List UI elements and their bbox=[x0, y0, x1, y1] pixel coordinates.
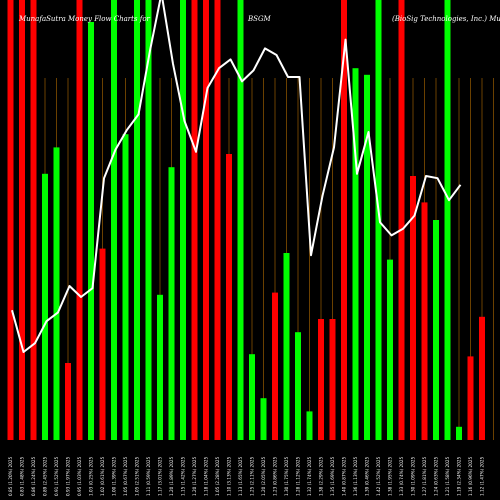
x-tick-label: 1.03 (0.25%) 2025 bbox=[89, 456, 94, 496]
bar-18 bbox=[203, 0, 209, 440]
bar-5 bbox=[53, 147, 60, 440]
x-tick-label: 1.05 (0.67%) 2025 bbox=[123, 456, 128, 496]
bar-16 bbox=[180, 0, 186, 440]
x-tick-label: 1.12 (1.47%) 2025 bbox=[480, 456, 485, 496]
x-tick-label: 1.35 (1.69%) 2025 bbox=[330, 456, 335, 496]
bar-2 bbox=[19, 0, 25, 440]
bar-27 bbox=[306, 411, 313, 440]
bar-6 bbox=[65, 363, 71, 440]
x-tick-label: 1.27 (1.81%) 2025 bbox=[422, 456, 427, 496]
x-tick-label: 1.24 (0.63%) 2025 bbox=[434, 456, 439, 496]
bar-36 bbox=[410, 176, 416, 440]
bar-23 bbox=[260, 398, 267, 440]
x-tick-label: 1.00 (1.39%) 2025 bbox=[112, 456, 117, 496]
bar-25 bbox=[283, 253, 290, 440]
bar-14 bbox=[157, 294, 163, 440]
bar-15 bbox=[168, 167, 175, 440]
x-tick-label: 1.20 (2.05%) 2025 bbox=[261, 456, 266, 496]
bar-40 bbox=[456, 426, 462, 440]
bar-13 bbox=[145, 0, 152, 440]
x-tick-label: 1.33 (0.74%) 2025 bbox=[399, 456, 404, 496]
x-tick-label: 1.13 (1.65%) 2025 bbox=[238, 456, 243, 496]
bar-17 bbox=[191, 0, 198, 440]
x-tick-label: 1.20 (1.89%) 2025 bbox=[169, 456, 174, 496]
bar-1 bbox=[7, 0, 14, 440]
bar-30 bbox=[341, 0, 347, 440]
bar-8 bbox=[88, 22, 94, 440]
x-tick-label: 1.28 (1.12%) 2025 bbox=[296, 456, 301, 496]
x-tick-label: 1.42 (1.52%) 2025 bbox=[376, 456, 381, 496]
x-tick-label: 1.17 (3.01%) 2025 bbox=[158, 456, 163, 496]
bar-24 bbox=[272, 292, 278, 440]
bar-11 bbox=[122, 134, 129, 440]
x-tick-label: 1.38 (1.95%) 2025 bbox=[388, 456, 393, 496]
money-flow-line bbox=[11, 0, 462, 353]
bar-3 bbox=[30, 0, 37, 440]
chart-title-left: MunafaSutra Money Flow Charts for bbox=[18, 15, 151, 23]
bar-34 bbox=[387, 259, 393, 440]
x-tick-label: 0.93 (1.97%) 2025 bbox=[66, 456, 71, 496]
bar-39 bbox=[444, 0, 451, 440]
flow-line bbox=[11, 0, 462, 353]
x-tick-label: 1.15 (1.42%) 2025 bbox=[181, 456, 186, 496]
x-tick-label: 0.86 (1.24%) 2025 bbox=[31, 456, 36, 496]
bar-32 bbox=[364, 74, 370, 441]
bar-4 bbox=[42, 173, 48, 441]
bar-22 bbox=[249, 354, 255, 440]
bar-12 bbox=[134, 0, 140, 440]
x-tick-label: 1.25 (2.11%) 2025 bbox=[250, 456, 255, 496]
bar-41 bbox=[467, 356, 474, 440]
x-tick-label: 1.11 (0.59%) 2025 bbox=[146, 456, 151, 496]
x-tick-label: 1.16 (0.96%) 2025 bbox=[468, 456, 473, 496]
x-tick-label: 1.23 (0.86%) 2025 bbox=[273, 456, 278, 496]
chart-title-right: (BioSig Technologies, Inc.) Mu bbox=[392, 15, 500, 23]
bar-33 bbox=[375, 0, 382, 440]
x-tick-label: 1.02 (0.61%) 2025 bbox=[100, 456, 105, 496]
x-tick-label: 1.18 (1.04%) 2025 bbox=[204, 456, 209, 496]
bar-29 bbox=[329, 319, 336, 440]
x-tick-label: 0.91 (1.52%) 2025 bbox=[54, 456, 59, 496]
bar-42 bbox=[479, 316, 485, 440]
x-tick-label: 1.21 (1.58%) 2025 bbox=[445, 456, 450, 496]
bar-10 bbox=[111, 0, 117, 440]
x-tick-label: 1.20 (1.27%) 2025 bbox=[192, 456, 197, 496]
x-tick-label: 0.85 (1.20%) 2025 bbox=[8, 456, 13, 496]
bar-19 bbox=[214, 0, 221, 440]
x-tick-label: 0.83 (1.48%) 2025 bbox=[20, 456, 25, 496]
x-tick-label: 1.10 (3.13%) 2025 bbox=[227, 456, 232, 496]
x-tick-label: 1.40 (0.87%) 2025 bbox=[342, 456, 347, 496]
bar-21 bbox=[237, 0, 244, 440]
x-tick-label: 1.30 (1.09%) 2025 bbox=[411, 456, 416, 496]
bar-37 bbox=[421, 202, 428, 440]
x-tick-label: 1.05 (2.28%) 2025 bbox=[215, 456, 220, 496]
bar-26 bbox=[295, 332, 301, 440]
bar-35 bbox=[398, 0, 405, 440]
bars bbox=[7, 0, 485, 441]
x-tick-label: 1.30 (1.75%) 2025 bbox=[284, 456, 289, 496]
x-tick-label: 1.05 (2.51%) 2025 bbox=[135, 456, 140, 496]
x-tick-labels: 0.85 (1.20%) 2025 0.83 (1.48%) 2025 0.86 (… bbox=[8, 456, 485, 496]
bar-7 bbox=[76, 0, 83, 440]
bar-31 bbox=[352, 68, 359, 440]
bar-9 bbox=[99, 248, 106, 440]
bar-38 bbox=[433, 220, 439, 440]
bar-20 bbox=[226, 154, 232, 440]
chart-title-center: BSGM bbox=[247, 15, 272, 23]
x-tick-label: 1.38 (2.29%) 2025 bbox=[319, 456, 324, 496]
x-tick-label: 1.32 (1.74%) 2025 bbox=[307, 456, 312, 496]
x-tick-label: 0.95 (1.03%) 2025 bbox=[77, 456, 82, 496]
x-tick-label: 1.39 (0.46%) 2025 bbox=[365, 456, 370, 496]
x-tick-label: 1.36 (1.13%) 2025 bbox=[353, 456, 358, 496]
bar-28 bbox=[318, 319, 324, 440]
x-tick-label: 1.19 (2.34%) 2025 bbox=[457, 456, 462, 496]
x-tick-label: 0.89 (2.45%) 2025 bbox=[43, 456, 48, 496]
